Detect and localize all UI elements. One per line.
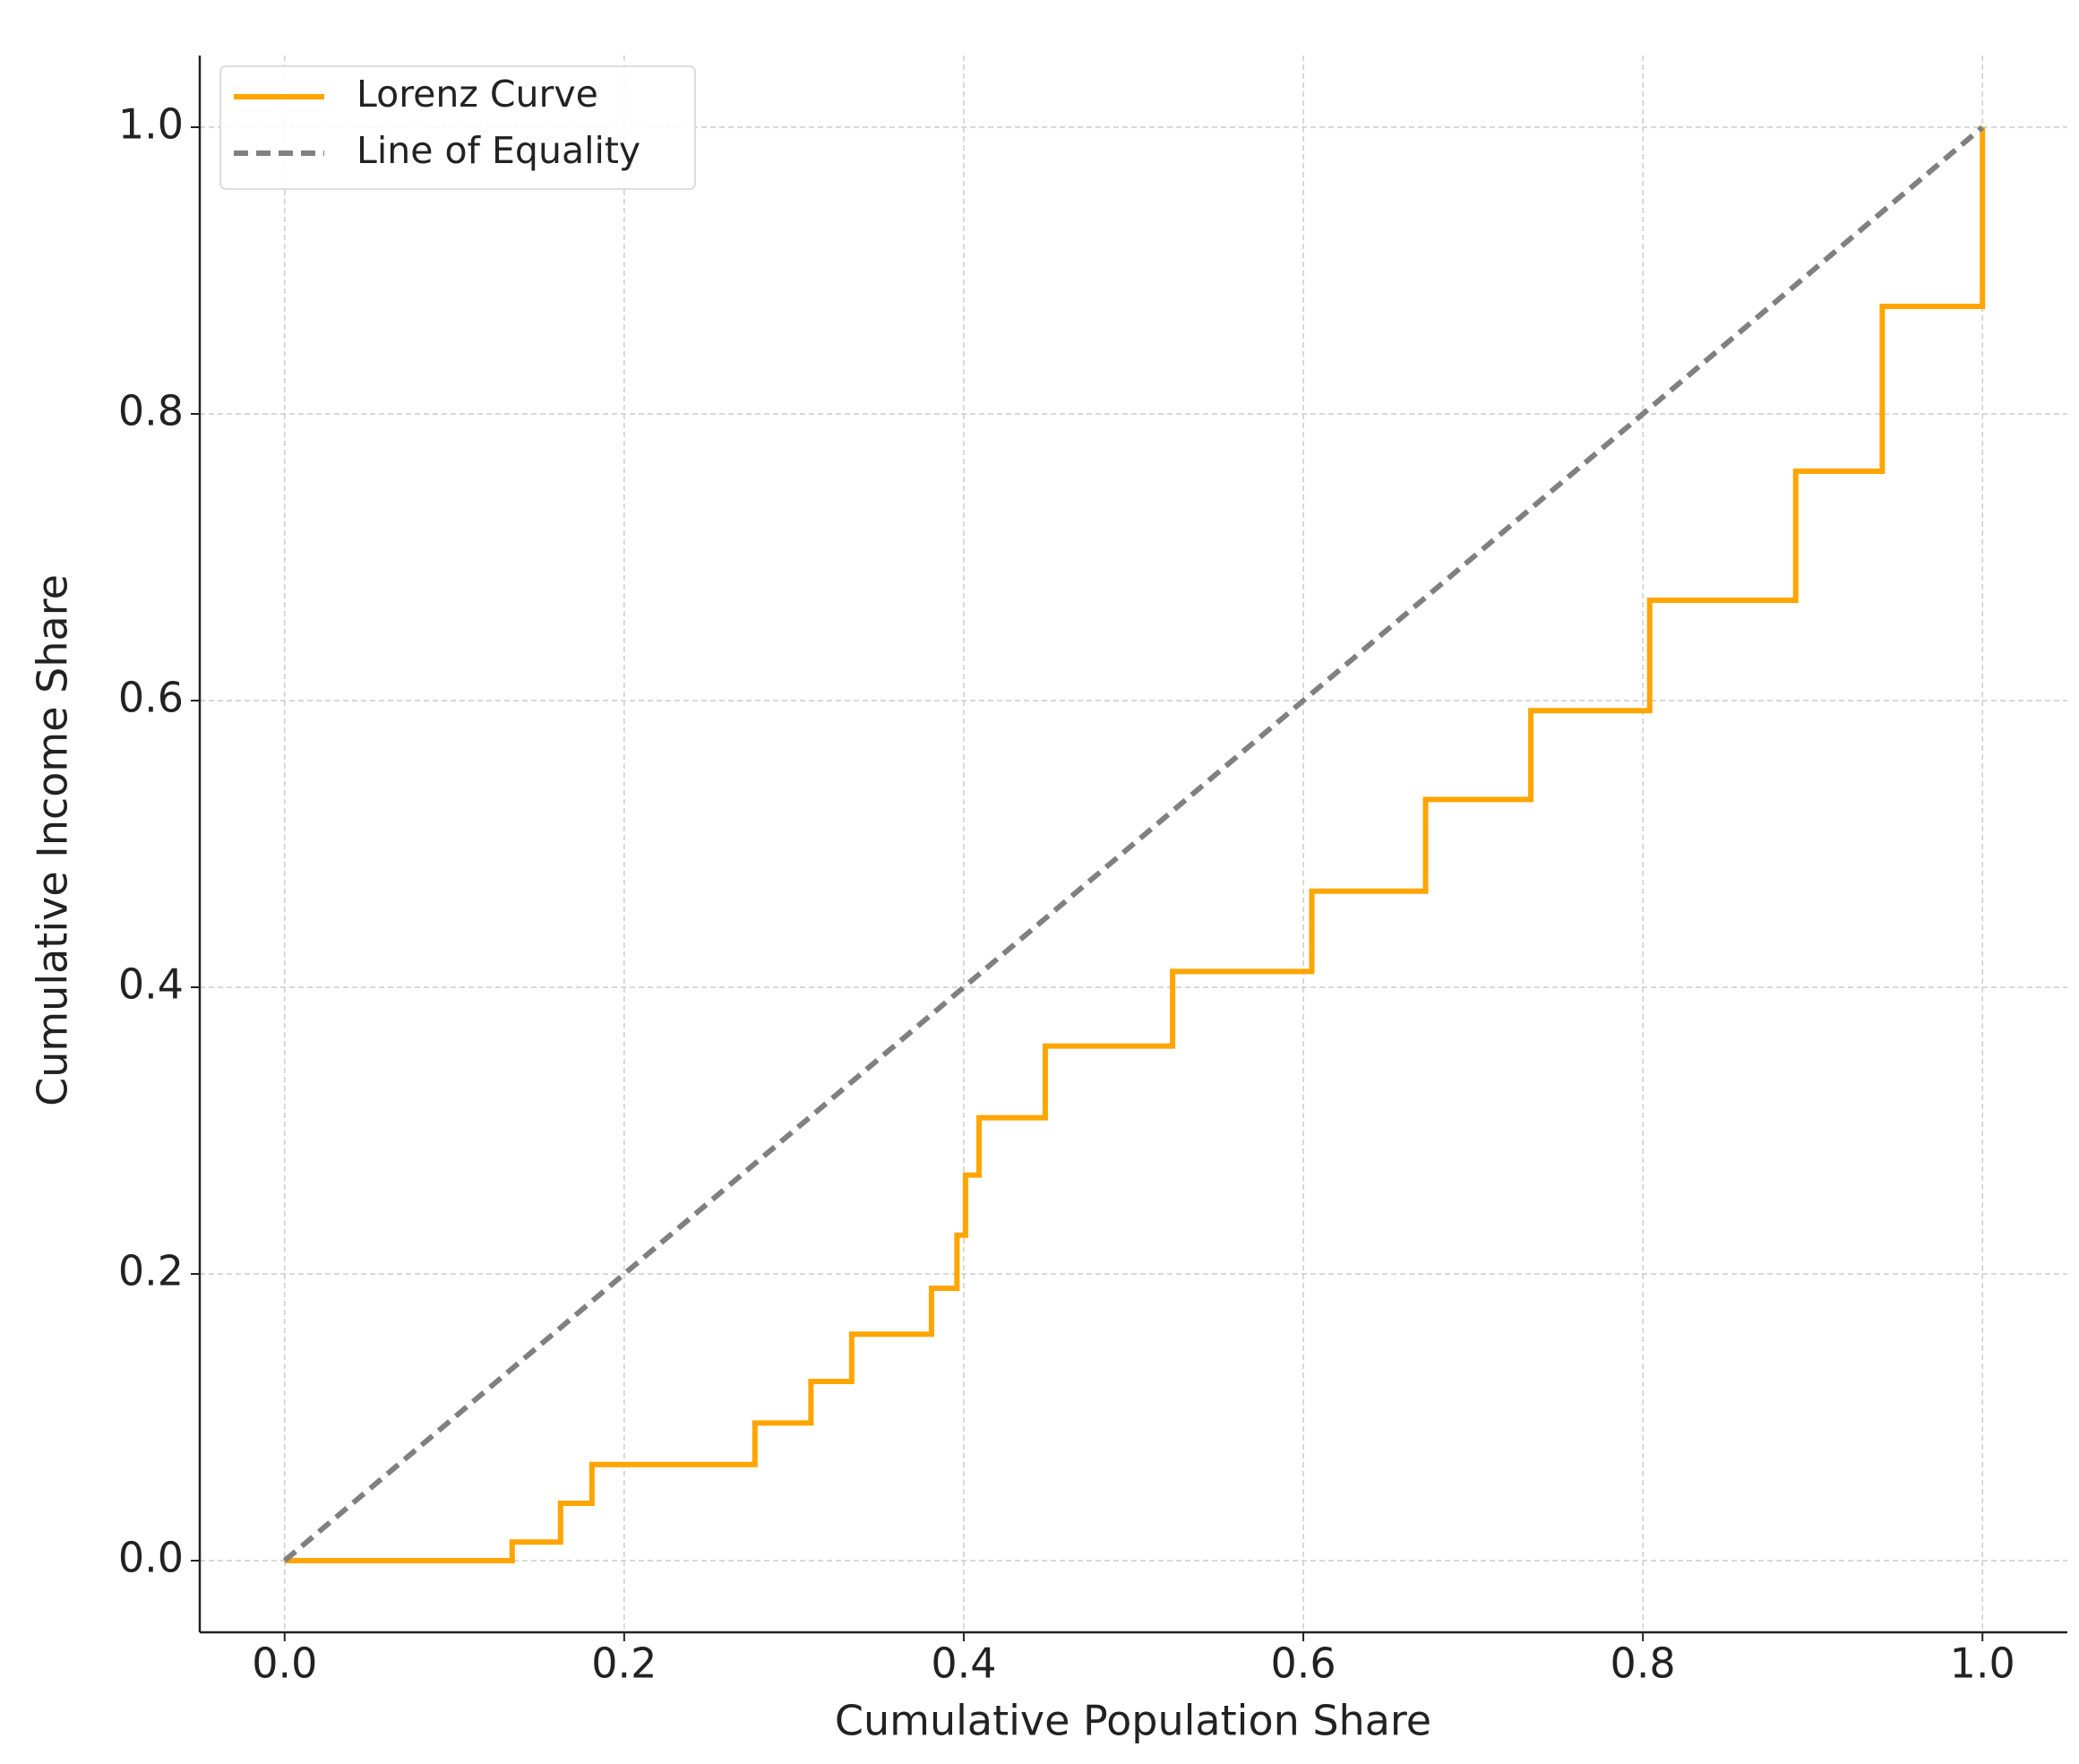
legend-box — [219, 65, 696, 190]
x-tick-label: 0.4 — [931, 1639, 996, 1688]
y-tick-label: 0.2 — [118, 1247, 184, 1295]
x-tick-label: 0.2 — [591, 1639, 657, 1688]
y-axis-label: Cumulative Income Share — [29, 574, 77, 1106]
line-series — [284, 127, 1986, 1563]
x-tick-label: 0.0 — [252, 1639, 317, 1688]
legend-label: Lorenz Curve — [357, 73, 598, 116]
x-tick-label: 0.8 — [1611, 1639, 1676, 1688]
y-tick-label: 0.6 — [118, 674, 184, 722]
x-axis-label: Cumulative Population Share — [835, 1697, 1431, 1745]
legend-label: Line of Equality — [357, 129, 640, 172]
x-tick-label: 0.6 — [1270, 1639, 1336, 1688]
x-tick-label: 1.0 — [1950, 1639, 2015, 1688]
y-tick-label: 1.0 — [118, 100, 184, 149]
y-tick-label: 0.0 — [118, 1534, 184, 1582]
y-tick-label: 0.4 — [118, 960, 184, 1009]
line-series — [282, 125, 1985, 1563]
y-tick-label: 0.8 — [118, 387, 184, 435]
